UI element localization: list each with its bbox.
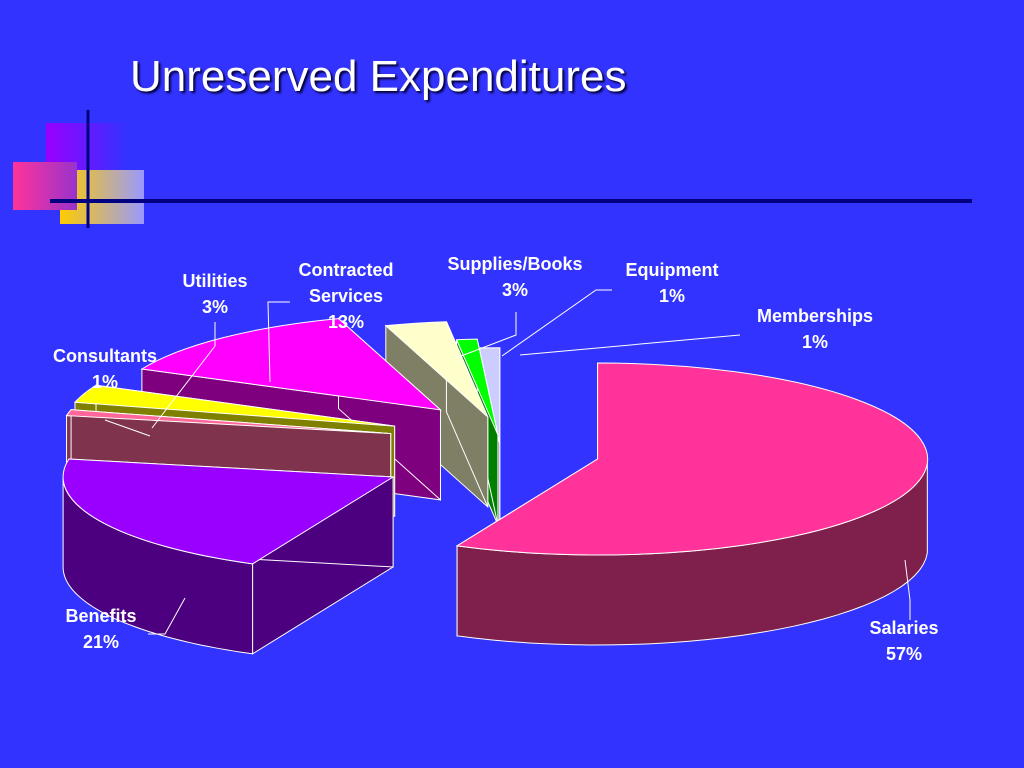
slice-label-name: Benefits [65, 606, 136, 626]
pie-slices [62, 317, 929, 655]
slice-label-name: Utilities [182, 271, 247, 291]
slice-label-name: Contracted [298, 260, 393, 280]
page-title: Unreserved Expenditures [130, 52, 627, 101]
slice-label-name: Memberships [757, 306, 873, 326]
leader-line [519, 334, 741, 356]
slice-label: Salaries 57% [869, 618, 938, 664]
slice-benefits [62, 458, 395, 655]
leader-line [267, 301, 290, 383]
leader-line [455, 312, 517, 359]
slice-label-name: Consultants [53, 346, 157, 366]
slice-label: Memberships 1% [757, 306, 873, 352]
leader-line [501, 289, 612, 357]
slice-label: Equipment 1% [626, 260, 719, 306]
leader-line [151, 322, 216, 429]
leader-line [904, 559, 911, 620]
slice-top [140, 318, 443, 411]
slice-label: Consultants 1% [53, 346, 157, 392]
slice-top [73, 384, 395, 427]
slice-label: Contracted Services 13% [298, 260, 393, 332]
leader-line [148, 597, 186, 635]
slice-label: Supplies/Books 3% [447, 254, 582, 300]
slice-label-percent: 57% [886, 644, 922, 664]
slice-label-percent: 3% [202, 297, 228, 317]
slice-label-name: Equipment [626, 260, 719, 280]
slice-label-percent: 1% [92, 372, 118, 392]
leader-lines [104, 289, 911, 635]
slice-label-percent: 1% [802, 332, 828, 352]
slice-top [455, 362, 929, 556]
slice-label-percent: 21% [83, 632, 119, 652]
title-decoration [13, 110, 972, 228]
slice-top [65, 409, 391, 435]
slice-label-percent: 13% [328, 312, 364, 332]
slice-label-name: Services [309, 286, 383, 306]
slice-label-percent: 1% [659, 286, 685, 306]
leader-line [104, 419, 151, 437]
slice-top [455, 338, 499, 436]
slice-labels: Salaries 57% Benefits 21% Consultants 1% Utili… [53, 254, 939, 664]
slice-label: Utilities 3% [182, 271, 247, 317]
slice-top [384, 321, 489, 418]
slice-label-percent: 3% [502, 280, 528, 300]
slice-salaries [455, 362, 929, 646]
slice-top [62, 458, 395, 565]
slice-label-name: Supplies/Books [447, 254, 582, 274]
slice-label-name: Salaries [869, 618, 938, 638]
slice-label: Benefits 21% [65, 606, 136, 652]
